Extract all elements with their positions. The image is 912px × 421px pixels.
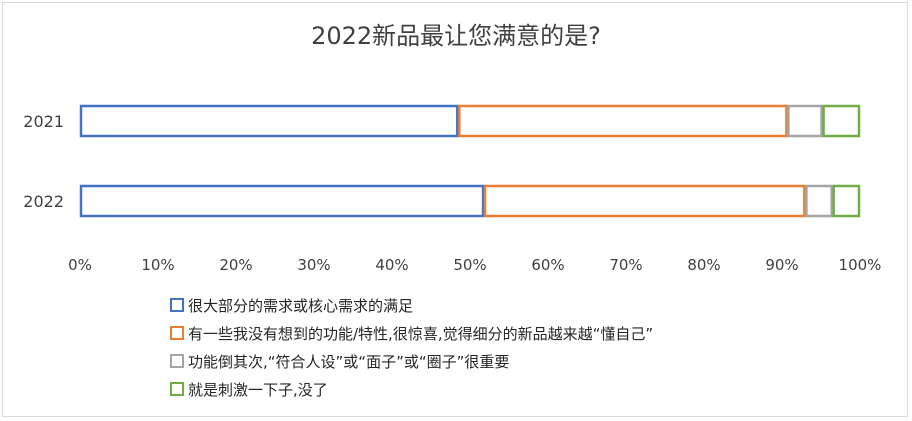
legend-label: 就是刺激一下子,没了 [188, 380, 328, 399]
legend-swatch [170, 354, 184, 368]
bar-segment [79, 184, 485, 218]
legend-item: 很大部分的需求或核心需求的满足 [170, 291, 653, 319]
bar-segment [832, 184, 861, 218]
x-tick-label: 20% [219, 256, 252, 274]
x-tick-label: 30% [297, 256, 330, 274]
legend-label: 很大部分的需求或核心需求的满足 [188, 296, 414, 315]
x-tick-label: 70% [609, 256, 642, 274]
x-tick-label: 80% [687, 256, 720, 274]
legend-item: 功能倒其次,“符合人设”或“面子”或“圈子”很重要 [170, 347, 653, 375]
legend-item: 有一些我没有想到的功能/特性,很惊喜,觉得细分的新品越来越“懂自己” [170, 319, 653, 347]
legend-swatch [170, 298, 184, 312]
bar-segment [805, 184, 833, 218]
y-tick-label: 2022 [23, 192, 64, 211]
legend-swatch [170, 326, 184, 340]
bar-segment [822, 104, 861, 138]
legend-swatch [170, 382, 184, 396]
bar-segment [483, 184, 806, 218]
legend-item: 就是刺激一下子,没了 [170, 375, 653, 403]
x-tick-label: 90% [765, 256, 798, 274]
legend-label: 有一些我没有想到的功能/特性,很惊喜,觉得细分的新品越来越“懂自己” [188, 324, 654, 343]
legend-label: 功能倒其次,“符合人设”或“面子”或“圈子”很重要 [188, 352, 510, 371]
bar-segment [787, 104, 823, 138]
bar-segment [79, 104, 459, 138]
x-tick-label: 60% [531, 256, 564, 274]
x-tick-label: 100% [839, 256, 882, 274]
chart-frame [2, 2, 908, 417]
x-tick-label: 10% [141, 256, 174, 274]
x-tick-label: 40% [375, 256, 408, 274]
x-tick-label: 0% [68, 256, 92, 274]
y-tick-label: 2021 [23, 112, 64, 131]
x-tick-label: 50% [453, 256, 486, 274]
bar-segment [458, 104, 788, 138]
legend: 很大部分的需求或核心需求的满足 有一些我没有想到的功能/特性,很惊喜,觉得细分的… [170, 291, 653, 403]
chart-title: 2022新品最让您满意的是? [311, 22, 601, 50]
